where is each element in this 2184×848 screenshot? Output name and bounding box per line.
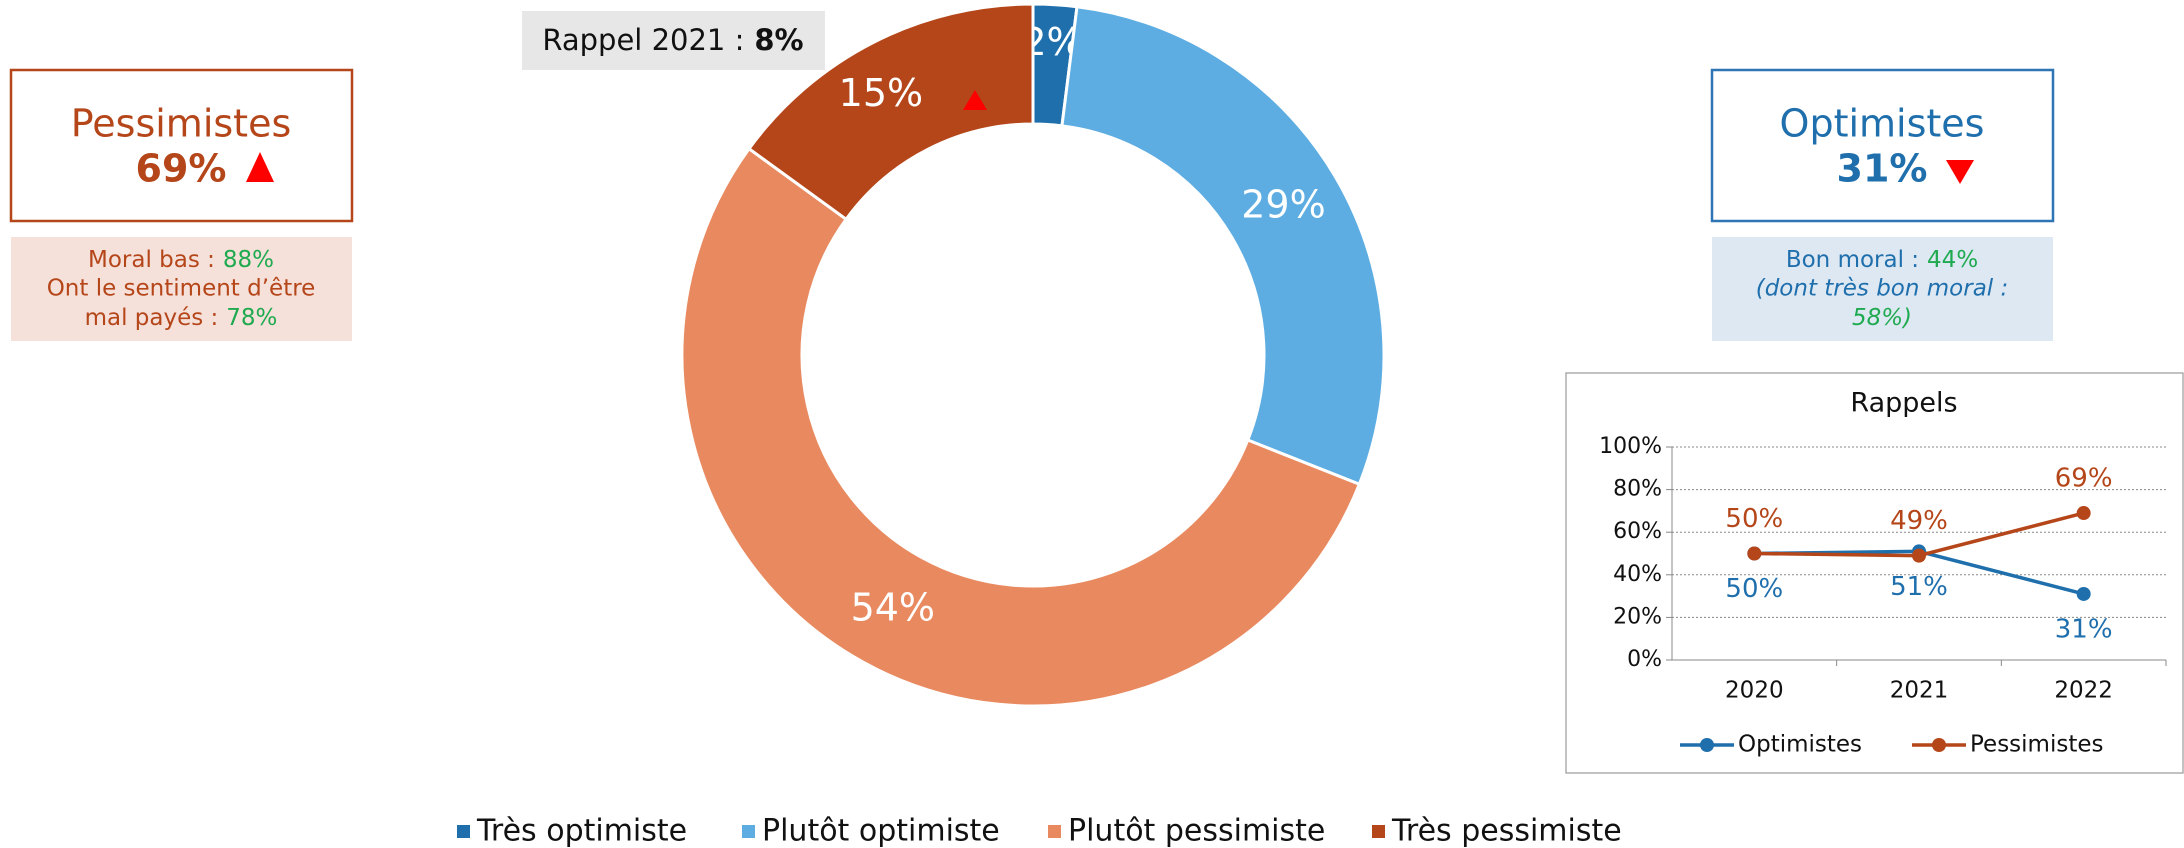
optimistes-box (1710, 68, 2055, 223)
up-arrow (246, 152, 274, 182)
donut-slice (1060, 5, 1386, 487)
detail-line: Bon moral : 44% (1786, 247, 1978, 273)
optimistes-title: Optimistes (1780, 102, 1985, 146)
detail-line: mal payés : 78% (85, 305, 278, 331)
x-tick-label: 2022 (2054, 678, 2113, 704)
rappel-value: 8% (754, 23, 803, 57)
series-marker (1747, 546, 1762, 561)
x-tick-label: 2021 (1890, 678, 1949, 704)
donut-slice (680, 146, 1362, 708)
detail-line: 58%) (1852, 305, 1912, 331)
slice-label: 54% (851, 586, 935, 630)
x-tick-label: 2020 (1725, 678, 1784, 704)
detail-label: Moral bas : (88, 247, 215, 273)
chart-title: Rappels (1850, 388, 1957, 419)
legend-swatch (1048, 825, 1061, 838)
detail-line: (dont très bon moral : (1756, 276, 2009, 302)
legend-label: Plutôt optimiste (762, 814, 1000, 848)
pessimistes-details (11, 237, 352, 341)
slice-label: 15% (839, 71, 923, 115)
detail-line: Moral bas : 88% (88, 247, 274, 273)
rappel-box (522, 11, 825, 70)
value-label: 49% (1890, 506, 1948, 536)
series-marker (1912, 548, 1926, 563)
legend-label: Pessimistes (1970, 732, 2104, 758)
series-marker (2076, 506, 2091, 521)
legend-marker (1700, 738, 1714, 752)
legend-swatch (1372, 825, 1385, 838)
value-label: 31% (2055, 614, 2113, 644)
series-marker (2076, 586, 2091, 601)
y-tick-label: 0% (1627, 647, 1662, 672)
value-label: 51% (1890, 572, 1948, 602)
detail-value: 58%) (1852, 305, 1912, 331)
value-label: 50% (1725, 574, 1783, 604)
y-tick-label: 60% (1613, 519, 1662, 544)
optimistes-details (1712, 237, 2053, 341)
y-tick-label: 100% (1599, 434, 1662, 459)
up-arrow (963, 90, 987, 110)
y-tick-label: 20% (1613, 604, 1662, 629)
value-label: 69% (2055, 464, 2113, 494)
legend-swatch (457, 825, 470, 838)
pessimistes-value: 69% (136, 147, 227, 191)
donut-slice (746, 2, 1035, 222)
line-chart-frame (1565, 372, 2184, 774)
detail-value: 44% (1927, 247, 1978, 273)
legend-label: Plutôt pessimiste (1068, 814, 1325, 848)
detail-label: mal payés : (85, 305, 219, 331)
rappel-label: Rappel 2021 : (542, 23, 744, 57)
optimistes-value: 31% (1837, 147, 1928, 191)
legend-label: Très pessimiste (1391, 814, 1622, 848)
legend-swatch (742, 825, 755, 838)
down-arrow (1946, 160, 1974, 184)
legend-label: Optimistes (1738, 732, 1862, 758)
detail-value: 88% (223, 247, 274, 273)
rappel-text: Rappel 2021 : 8% (542, 23, 803, 57)
slice-label: 29% (1241, 182, 1325, 226)
y-tick-label: 40% (1613, 562, 1662, 587)
detail-line: Ont le sentiment d’être (47, 276, 316, 302)
pessimistes-title: Pessimistes (71, 102, 292, 146)
y-tick-label: 80% (1613, 477, 1662, 502)
legend-label: Très optimiste (476, 814, 687, 848)
detail-value: 78% (226, 305, 277, 331)
pessimistes-box (9, 68, 354, 223)
detail-label: Bon moral : (1786, 247, 1919, 273)
value-label: 50% (1725, 504, 1783, 534)
legend-marker (1932, 738, 1946, 752)
